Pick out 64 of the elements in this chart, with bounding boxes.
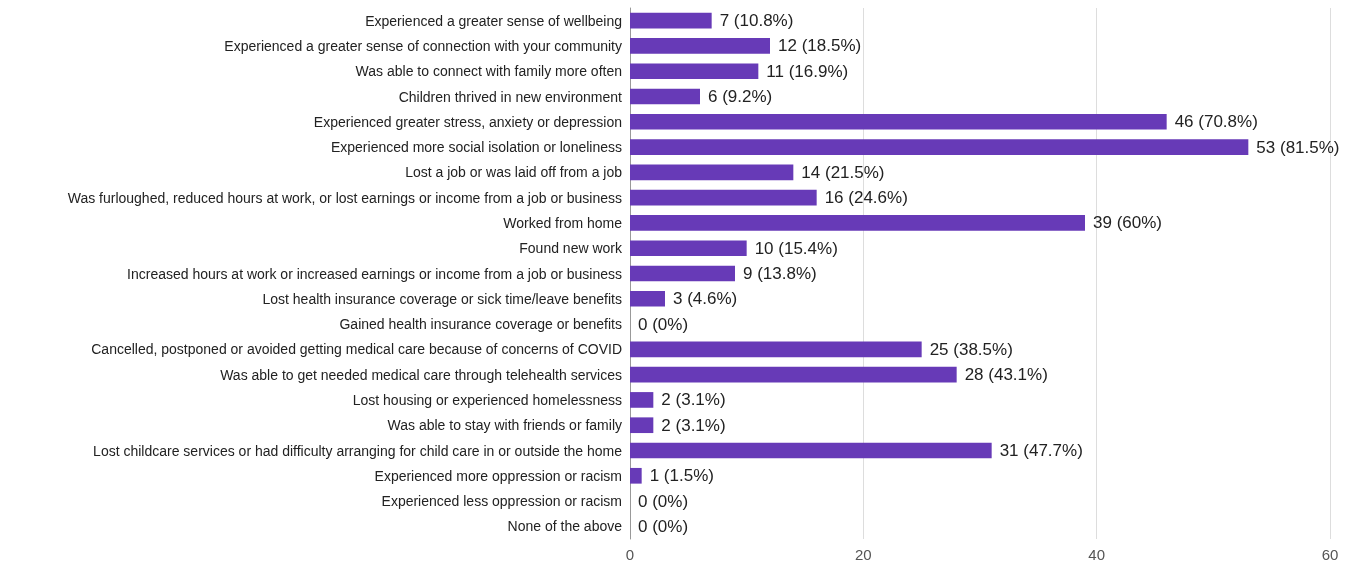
data-label: 0 (0%) <box>638 314 689 334</box>
data-label: 6 (9.2%) <box>708 87 773 106</box>
y-tick-label: Found new work <box>519 240 623 257</box>
y-tick-label: Was furloughed, reduced hours at work, or lost earnings or income from a job or business <box>67 189 622 206</box>
y-tick-label: Experienced a greater sense of wellbeing <box>365 12 622 29</box>
y-tick-label: Gained health insurance coverage or benefits <box>339 316 622 333</box>
data-label: 11 (16.9%) <box>766 61 849 81</box>
y-tick-label: Was able to stay with friends or family <box>387 417 622 434</box>
y-tick-label: Lost health insurance coverage or sick time/leave benefits <box>262 290 622 307</box>
y-tick-label: Increased hours at work or increased earnings or income from a job or business <box>127 265 622 282</box>
bar <box>630 38 770 54</box>
bar <box>630 88 700 105</box>
data-label: 14 (21.5%) <box>801 162 885 182</box>
data-label: 7 (10.8%) <box>719 11 794 31</box>
x-tick-label: 0 <box>625 546 635 563</box>
x-tick-label: 20 <box>854 546 872 563</box>
bar <box>630 113 1167 130</box>
data-label: 28 (43.1%) <box>964 365 1048 385</box>
bar <box>630 366 957 383</box>
y-tick-label: Was able to get needed medical care through telehealth services <box>220 366 622 383</box>
y-tick-label: Experienced more oppression or racism <box>374 467 622 484</box>
y-tick-label: Children thrived in new environment <box>398 88 623 105</box>
data-label: 12 (18.5%) <box>778 36 862 56</box>
bar <box>630 12 712 29</box>
data-label: 16 (24.6%) <box>824 188 908 208</box>
x-tick-label: 60 <box>1321 546 1339 563</box>
y-tick-label: Experienced a greater sense of connection with your community <box>224 37 622 54</box>
bar <box>630 139 1249 155</box>
y-tick-label: Was able to connect with family more often <box>355 63 622 80</box>
data-label: 46 (70.8%) <box>1174 112 1258 132</box>
y-tick-label: Experienced less oppression or racism <box>381 493 622 510</box>
bar <box>630 164 794 181</box>
data-label: 2 (3.1%) <box>661 390 726 410</box>
data-label: 31 (47.7%) <box>999 441 1083 460</box>
y-tick-label: None of the above <box>507 518 623 535</box>
data-label: 25 (38.5%) <box>929 339 1013 359</box>
data-label: 9 (13.8%) <box>743 264 817 283</box>
bar <box>630 467 642 484</box>
bar <box>630 417 654 434</box>
data-label: 1 (1.5%) <box>649 466 714 486</box>
data-label: 53 (81.5%) <box>1256 137 1340 157</box>
x-tick-label: 40 <box>1088 546 1106 563</box>
data-label: 10 (15.4%) <box>754 238 838 258</box>
data-label: 39 (60%) <box>1093 213 1162 233</box>
bar <box>630 215 1085 231</box>
bar <box>630 265 735 282</box>
bar <box>630 189 817 206</box>
bar <box>630 290 665 307</box>
y-tick-label: Experienced more social isolation or loneliness <box>330 139 622 156</box>
y-tick-label: Cancelled, postponed or avoided getting medical care because of concerns of COVID <box>91 341 622 358</box>
y-tick-label: Experienced greater stress, anxiety or depression <box>313 113 622 130</box>
data-label: 3 (4.6%) <box>673 289 738 309</box>
y-tick-label: Lost a job or was laid off from a job <box>405 164 623 181</box>
bar <box>630 341 922 358</box>
y-tick-label: Worked from home <box>503 214 623 231</box>
data-label: 0 (0%) <box>638 516 689 536</box>
bar <box>630 240 747 257</box>
y-tick-label: Lost childcare services or had difficulty arranging for child care in or outside the home <box>93 442 623 459</box>
bar <box>630 63 759 80</box>
bar <box>630 442 992 459</box>
data-label: 0 (0%) <box>638 491 689 511</box>
bar <box>630 392 654 408</box>
y-tick-label: Lost housing or experienced homelessness <box>352 391 622 408</box>
data-label: 2 (3.1%) <box>661 415 726 435</box>
